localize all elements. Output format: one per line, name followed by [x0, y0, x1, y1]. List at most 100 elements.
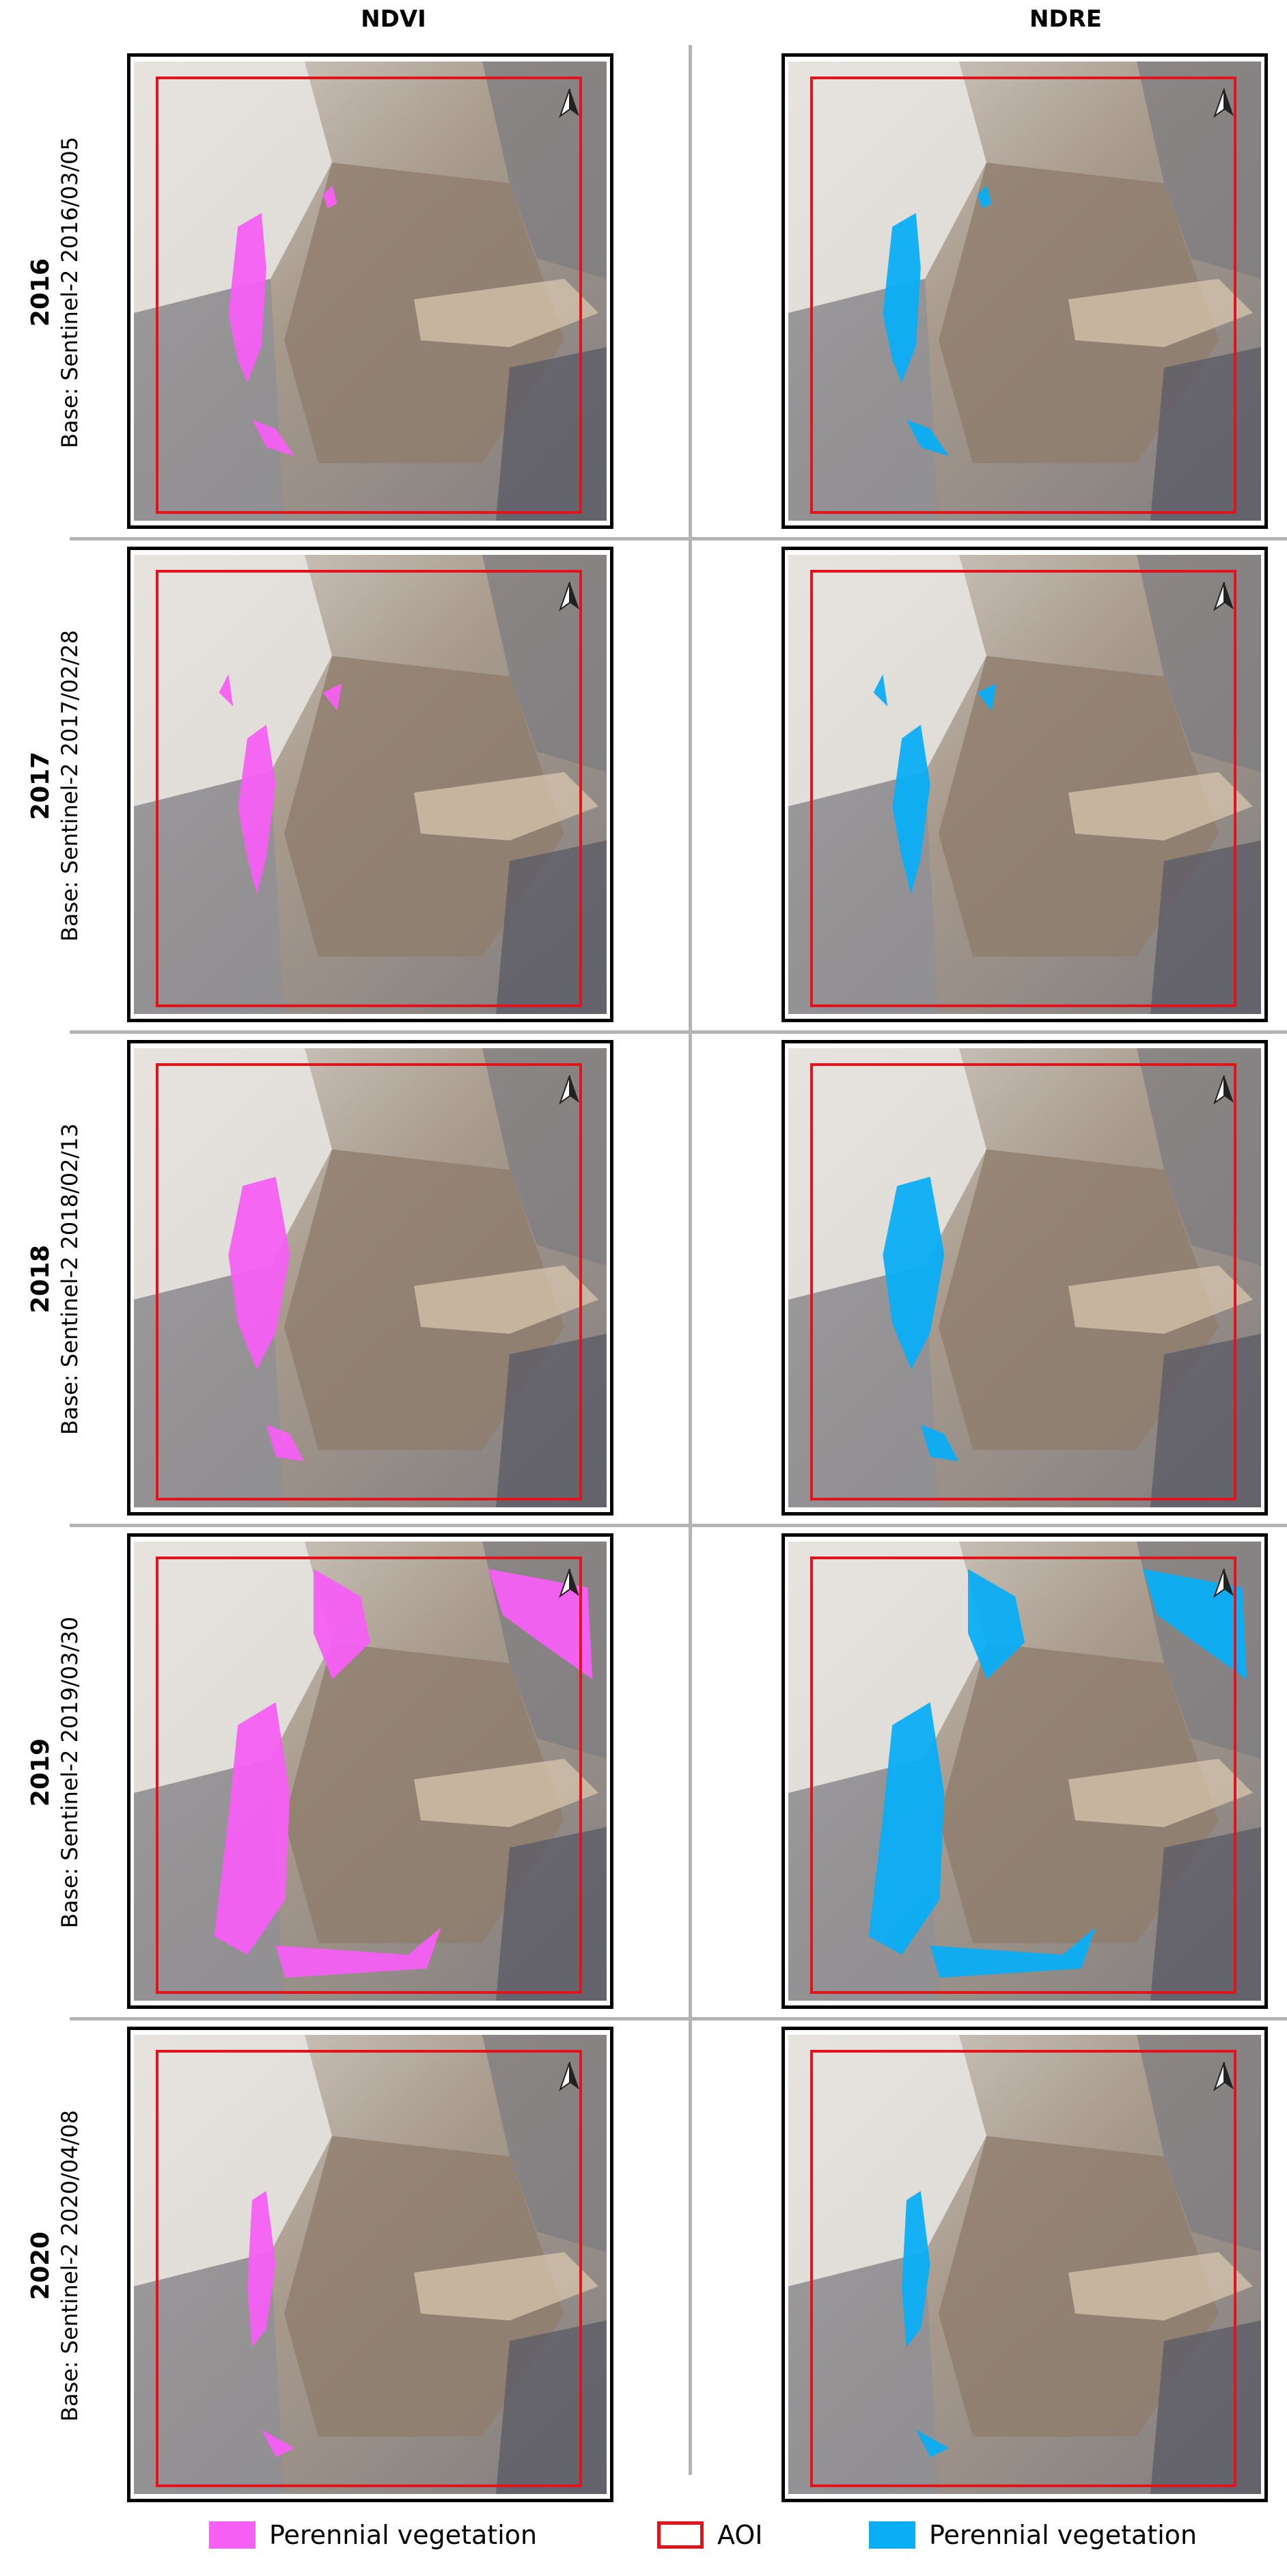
side-tick-label: 3°18.000' — [127, 704, 131, 730]
terrain-patch — [134, 2252, 284, 2494]
perennial-vegetation-area — [275, 1927, 441, 1978]
row-base-image: Base: Sentinel-2 2020/04/08 — [57, 2110, 83, 2422]
terrain-patch — [134, 2035, 332, 2286]
legend-ndre-label: Perennial vegetation — [929, 2520, 1198, 2550]
terrain-patch — [496, 2320, 607, 2494]
terrain-patch — [1150, 1827, 1261, 2001]
top-tick-label: 37°6.000' — [992, 1040, 1022, 1041]
map-figure: 37°3.000'37°6.000'37°9.000'37°12.000'3°2… — [127, 547, 613, 1022]
map-figure: 37°3.000'37°6.000'37°9.000'37°12.000'3°2… — [781, 547, 1268, 1022]
side-tick-label: 3°15.000' — [781, 340, 786, 367]
side-tick-label: 3°21.000' — [127, 2047, 131, 2074]
side-tick-label: 3°18.000' — [781, 210, 786, 237]
top-tick-label: 37°12.000' — [581, 1533, 613, 1534]
terrain-patch — [1068, 1265, 1253, 1334]
perennial-vegetation-area — [266, 1425, 305, 1462]
perennial-vegetation-area — [314, 1569, 370, 1680]
perennial-vegetation-area — [902, 2191, 930, 2347]
terrain-patch — [1150, 840, 1261, 1014]
top-tick-label: 37°6.000' — [992, 1533, 1022, 1534]
terrain-patch — [414, 1265, 598, 1334]
perennial-vegetation-area — [930, 1927, 1096, 1978]
legend-ndvi-label: Perennial vegetation — [269, 2520, 538, 2550]
terrain-patch — [134, 61, 332, 313]
side-tick-label: 3°12.000' — [127, 470, 131, 497]
side-tick-label: 3°21.000' — [127, 567, 131, 594]
side-tick-label: 3°15.000' — [781, 2314, 786, 2340]
aoi-boundary — [810, 570, 1236, 1007]
top-tick-label: 37°9.000' — [1115, 1040, 1145, 1041]
row-separator — [70, 1524, 1287, 1527]
side-tick-label: 3°18.000' — [127, 2184, 131, 2210]
top-tick-label: 37°12.000' — [581, 1040, 613, 1041]
top-tick-label: 37°3.000' — [214, 53, 245, 54]
side-tick-label: 3°18.000' — [781, 1690, 786, 1717]
perennial-vegetation-area — [873, 674, 888, 707]
top-tick-label: 37°6.000' — [337, 1040, 368, 1041]
terrain-patch — [414, 279, 598, 347]
terrain-patch — [482, 2035, 607, 2252]
aoi-boundary — [156, 570, 582, 1007]
legend-aoi-label: AOI — [717, 2520, 763, 2550]
top-tick-label: 37°9.000' — [1115, 53, 1145, 54]
map-panel-ndre-2016: 37°3.000' 37°6.000' 37°9.000' 37°12.000' 3°2… — [781, 53, 1268, 529]
terrain-patch — [1068, 279, 1253, 347]
perennial-vegetation-area — [977, 185, 992, 208]
perennial-vegetation-area — [228, 1177, 290, 1370]
row-separator — [70, 2017, 1287, 2020]
terrain-patch — [788, 1542, 986, 1793]
map-figure: 37°3.000'37°6.000'37°9.000'37°12.000'3°2… — [127, 1040, 613, 1516]
side-tick-label: 3°18.000' — [781, 2184, 786, 2210]
row-label-2018: 2018 Base: Sentinel-2 2018/02/13 — [7, 1040, 102, 1518]
side-tick-label: 3°18.000' — [781, 1197, 786, 1224]
terrain-patch — [1150, 1334, 1261, 1507]
legend-ndre: Perennial vegetation — [869, 2515, 1197, 2556]
map-panel-ndvi-2017: 37°3.000'37°6.000'37°9.000'37°12.000'3°2… — [127, 547, 613, 1022]
map-panel-ndre-2019: 37°3.000' 37°6.000' 37°9.000' 37°12.000' 3°2… — [781, 1533, 1268, 2009]
map-figure: 37°3.000'37°6.000'37°9.000'37°12.000'3°2… — [781, 1040, 1268, 1516]
side-tick-label: 3°15.000' — [127, 834, 131, 860]
row-year: 2019 — [27, 1738, 55, 1807]
terrain-patch — [496, 1827, 607, 2001]
terrain-patch — [788, 2035, 986, 2286]
terrain-patch — [496, 347, 607, 521]
side-tick-label: 3°15.000' — [127, 1327, 131, 1354]
aoi-boundary — [810, 1557, 1236, 1994]
top-tick-label: 37°9.000' — [1115, 1533, 1145, 1534]
perennial-vegetation-area — [883, 213, 921, 383]
row-label-text: 2018 Base: Sentinel-2 2018/02/13 — [26, 1123, 83, 1435]
north-arrow-icon — [559, 1568, 579, 1598]
perennial-vegetation-area — [322, 185, 337, 208]
north-arrow-icon — [1213, 88, 1234, 118]
north-arrow-icon — [1213, 1568, 1234, 1598]
map-figure: 37°3.000'37°6.000'37°9.000'37°12.000'3°2… — [127, 2027, 613, 2502]
terrain-patch — [1137, 1048, 1261, 1265]
terrain-patch — [496, 840, 607, 1014]
perennial-vegetation-area — [977, 683, 997, 711]
side-tick-label: 3°12.000' — [127, 1950, 131, 1977]
side-tick-label: 3°21.000' — [781, 567, 786, 594]
row-year: 2018 — [27, 1244, 55, 1314]
terrain-patch — [414, 1759, 598, 1827]
column-separator — [689, 45, 692, 2475]
map-figure: 37°3.000'37°6.000'37°9.000'37°12.000'3°2… — [127, 1533, 613, 2009]
top-tick-label: 37°9.000' — [460, 53, 490, 54]
side-tick-label: 3°12.000' — [781, 1950, 786, 1977]
row-label-text: 2019 Base: Sentinel-2 2019/03/30 — [26, 1617, 83, 1928]
terrain-patch — [134, 1542, 332, 1793]
row-label-2016: 2016 Base: Sentinel-2 2016/03/05 — [7, 53, 102, 532]
map-panel-ndvi-2016: 37°3.000' 37°6.000' 37°9.000' 37°12.000' 3°2… — [127, 53, 613, 529]
top-tick-label: 37°6.000' — [337, 53, 368, 54]
aoi-boundary — [156, 1557, 582, 1994]
side-tick-label: 3°21.000' — [127, 74, 131, 100]
row-label-2019: 2019 Base: Sentinel-2 2019/03/30 — [7, 1533, 102, 2012]
perennial-vegetation-area — [488, 1569, 593, 1680]
side-tick-label: 3°18.000' — [127, 1690, 131, 1717]
aoi-boundary — [810, 2050, 1236, 2487]
map-panel-ndre-2018: 37°3.000' 37°6.000' 37°9.000' 37°12.000' 3°2… — [781, 1040, 1268, 1516]
side-tick-label: 3°21.000' — [781, 1554, 786, 1580]
terrain-patch — [1068, 772, 1253, 840]
top-tick-label: 37°3.000' — [214, 1533, 245, 1534]
north-arrow-icon — [559, 581, 579, 612]
perennial-vegetation-area — [1143, 1569, 1247, 1680]
